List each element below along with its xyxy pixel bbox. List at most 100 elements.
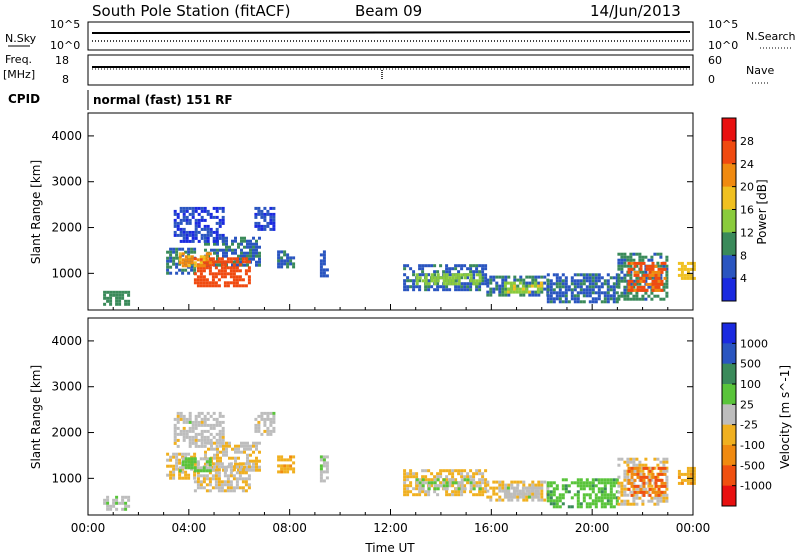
velocity-cell bbox=[433, 487, 437, 491]
power-cell bbox=[501, 287, 505, 291]
velocity-cell bbox=[478, 481, 482, 485]
power-cell bbox=[472, 273, 476, 277]
velocity-cell bbox=[630, 466, 634, 470]
velocity-cell bbox=[662, 463, 666, 467]
power-cell bbox=[424, 288, 428, 292]
velocity-cell bbox=[448, 472, 452, 476]
velocity-cell bbox=[196, 471, 200, 475]
velocity-cell bbox=[472, 472, 476, 476]
velocity-cell bbox=[204, 453, 207, 457]
power-cell bbox=[588, 285, 592, 289]
velocity-cell bbox=[184, 457, 188, 461]
velocity-cell bbox=[620, 481, 624, 485]
velocity-cell bbox=[629, 478, 633, 482]
velocity-cell bbox=[521, 489, 525, 493]
velocity-cell bbox=[654, 484, 658, 488]
power-cell bbox=[629, 291, 633, 295]
velocity-cell bbox=[223, 489, 227, 493]
velocity-cell bbox=[481, 487, 485, 491]
power-cell bbox=[620, 291, 624, 295]
velocity-cell bbox=[665, 499, 669, 503]
velocity-cell bbox=[196, 469, 200, 473]
velocity-cell bbox=[221, 429, 225, 433]
velocity-cell bbox=[216, 447, 219, 451]
velocity-cell bbox=[249, 453, 252, 457]
power-cell bbox=[469, 288, 473, 292]
power-cell bbox=[226, 284, 230, 288]
velocity-cell bbox=[231, 447, 234, 451]
power-cell bbox=[243, 254, 246, 258]
velocity-cell bbox=[612, 478, 616, 482]
velocity-cell bbox=[185, 420, 189, 424]
velocity-cell bbox=[247, 486, 251, 490]
velocity-cell bbox=[650, 499, 654, 503]
power-cell bbox=[193, 261, 197, 265]
velocity-cell bbox=[277, 470, 281, 474]
velocity-cell bbox=[594, 502, 598, 506]
power-cell bbox=[212, 215, 216, 219]
power-cell bbox=[620, 261, 624, 265]
power-cell bbox=[188, 218, 192, 222]
velocity-cell bbox=[286, 470, 290, 474]
velocity-echo-region bbox=[277, 455, 296, 474]
velocity-cell bbox=[457, 472, 461, 476]
velocity-cell bbox=[208, 469, 212, 473]
velocity-cell bbox=[606, 502, 610, 506]
velocity-cell bbox=[109, 504, 113, 508]
power-cell bbox=[626, 297, 630, 301]
power-cell bbox=[172, 262, 176, 266]
freq-tick-high: 18 bbox=[55, 54, 69, 67]
power-cell bbox=[199, 264, 203, 268]
power-echo-region bbox=[277, 250, 296, 269]
velocity-cell bbox=[216, 468, 219, 472]
velocity-cell bbox=[504, 486, 508, 490]
velocity-cell bbox=[217, 468, 221, 472]
power-cell bbox=[620, 252, 624, 256]
power-cell bbox=[252, 242, 255, 246]
velocity-cell bbox=[430, 478, 434, 482]
power-cell bbox=[660, 267, 664, 271]
power-cell bbox=[503, 284, 507, 288]
velocity-cell bbox=[325, 476, 329, 480]
power-cell bbox=[208, 266, 212, 270]
velocity-cell bbox=[283, 458, 287, 462]
power-cell bbox=[573, 285, 577, 289]
power-cell bbox=[651, 279, 655, 283]
power-cell bbox=[202, 260, 206, 264]
power-cell bbox=[115, 299, 119, 303]
velocity-cell bbox=[263, 429, 267, 433]
power-cell bbox=[203, 206, 207, 210]
velocity-cell bbox=[635, 463, 639, 467]
velocity-cell bbox=[594, 505, 598, 509]
velocity-cell bbox=[216, 456, 219, 460]
velocity-cell bbox=[501, 498, 505, 502]
power-colorbar-tick-label: 16 bbox=[740, 204, 754, 217]
power-cell bbox=[515, 287, 519, 291]
velocity-cell bbox=[260, 432, 264, 436]
power-cell bbox=[472, 282, 476, 286]
power-cell bbox=[620, 279, 624, 283]
velocity-cell bbox=[642, 472, 646, 476]
velocity-cell bbox=[182, 420, 186, 424]
velocity-cell bbox=[427, 490, 431, 494]
velocity-cell bbox=[115, 507, 119, 511]
velocity-cell bbox=[249, 459, 252, 463]
power-cell bbox=[235, 269, 239, 273]
power-cell bbox=[594, 300, 598, 304]
power-cell bbox=[651, 273, 655, 277]
velocity-cell bbox=[199, 457, 203, 461]
power-cell bbox=[582, 291, 586, 295]
velocity-cell bbox=[214, 462, 218, 466]
velocity-echo-region bbox=[503, 486, 543, 499]
power-echo-region bbox=[677, 261, 696, 280]
power-cell bbox=[206, 212, 210, 216]
velocity-cell bbox=[660, 466, 664, 470]
power-cell bbox=[403, 267, 407, 271]
power-cell bbox=[657, 282, 661, 286]
power-cell bbox=[190, 265, 194, 269]
velocity-cell bbox=[656, 463, 660, 467]
velocity-cell bbox=[258, 450, 261, 454]
velocity-cell bbox=[203, 420, 207, 424]
velocity-cell bbox=[617, 475, 621, 479]
